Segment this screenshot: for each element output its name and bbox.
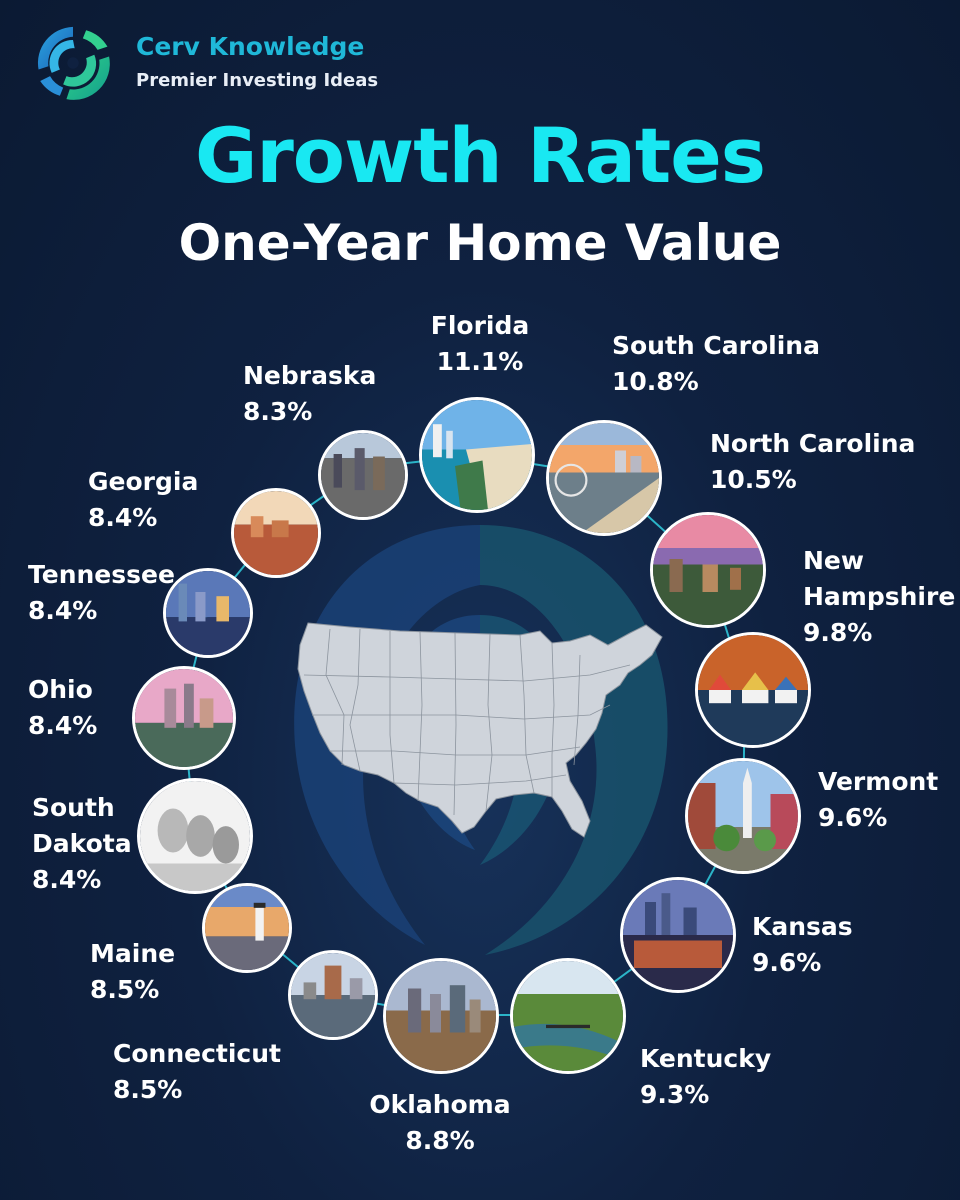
brand-tagline: Premier Investing Ideas [136,70,379,91]
label-south-dakota: South Dakota 8.4% [32,790,142,898]
swirl-logo-icon [37,26,110,100]
state-name: New Hampshire [803,546,956,611]
label-kansas: Kansas 9.6% [752,909,853,981]
page-title: Growth Rates [194,111,766,200]
state-name: Kentucky [640,1044,772,1073]
label-north-carolina: North Carolina 10.5% [710,426,915,498]
label-florida: Florida 11.1% [400,308,560,380]
state-name: Georgia [88,467,199,496]
state-name: North Carolina [710,429,916,458]
label-tennessee: Tennessee 8.4% [28,557,175,629]
state-name: South Carolina [612,331,820,360]
georgia-photo [231,488,321,578]
label-oklahoma: Oklahoma 8.8% [355,1087,525,1159]
south-dakota-photo [137,778,253,894]
state-name: Vermont [818,767,939,796]
label-nebraska: Nebraska 8.3% [243,358,376,430]
nebraska-photo [318,430,408,520]
new-hampshire-photo [695,632,811,748]
state-name: Maine [90,939,176,968]
label-ohio: Ohio 8.4% [28,672,97,744]
label-new-hampshire: New Hampshire 9.8% [803,543,956,651]
state-name: Tennessee [28,560,175,589]
state-name: Connecticut [113,1039,281,1068]
state-value: 8.5% [113,1075,183,1104]
state-value: 8.8% [405,1126,475,1155]
state-name: South Dakota [32,793,132,858]
state-value: 10.8% [612,367,699,396]
state-value: 10.5% [710,465,797,494]
label-georgia: Georgia 8.4% [88,464,198,536]
state-value: 8.4% [32,865,102,894]
ohio-photo [132,666,236,770]
state-value: 9.8% [803,618,873,647]
state-value: 8.3% [243,397,313,426]
state-value: 9.6% [818,803,888,832]
state-name: Oklahoma [369,1090,511,1119]
label-kentucky: Kentucky 9.3% [640,1041,771,1113]
label-south-carolina: South Carolina 10.8% [612,328,820,400]
tennessee-photo [163,568,253,658]
south-carolina-photo [546,420,662,536]
brand-name: Cerv Knowledge [136,32,365,61]
kansas-photo [620,877,736,993]
us-map-icon [297,622,663,838]
state-name: Ohio [28,675,93,704]
label-connecticut: Connecticut 8.5% [113,1036,281,1108]
label-maine: Maine 8.5% [90,936,175,1008]
state-value: 8.4% [28,596,98,625]
state-value: 8.4% [28,711,98,740]
kentucky-photo [510,958,626,1074]
north-carolina-photo [650,512,766,628]
florida-photo [419,397,535,513]
state-name: Kansas [752,912,853,941]
page-subtitle: One-Year Home Value [178,214,782,272]
oklahoma-photo [383,958,499,1074]
state-value: 11.1% [436,347,524,376]
label-vermont: Vermont 9.6% [818,764,938,836]
state-value: 8.5% [90,975,160,1004]
state-name: Florida [430,311,530,340]
state-value: 9.3% [640,1080,710,1109]
connecticut-photo [288,950,378,1040]
state-value: 8.4% [88,503,158,532]
maine-photo [202,883,292,973]
state-value: 9.6% [752,948,822,977]
vermont-photo [685,758,801,874]
brand-header: Cerv Knowledge Premier Investing Ideas [32,22,378,104]
state-name: Nebraska [243,361,377,390]
